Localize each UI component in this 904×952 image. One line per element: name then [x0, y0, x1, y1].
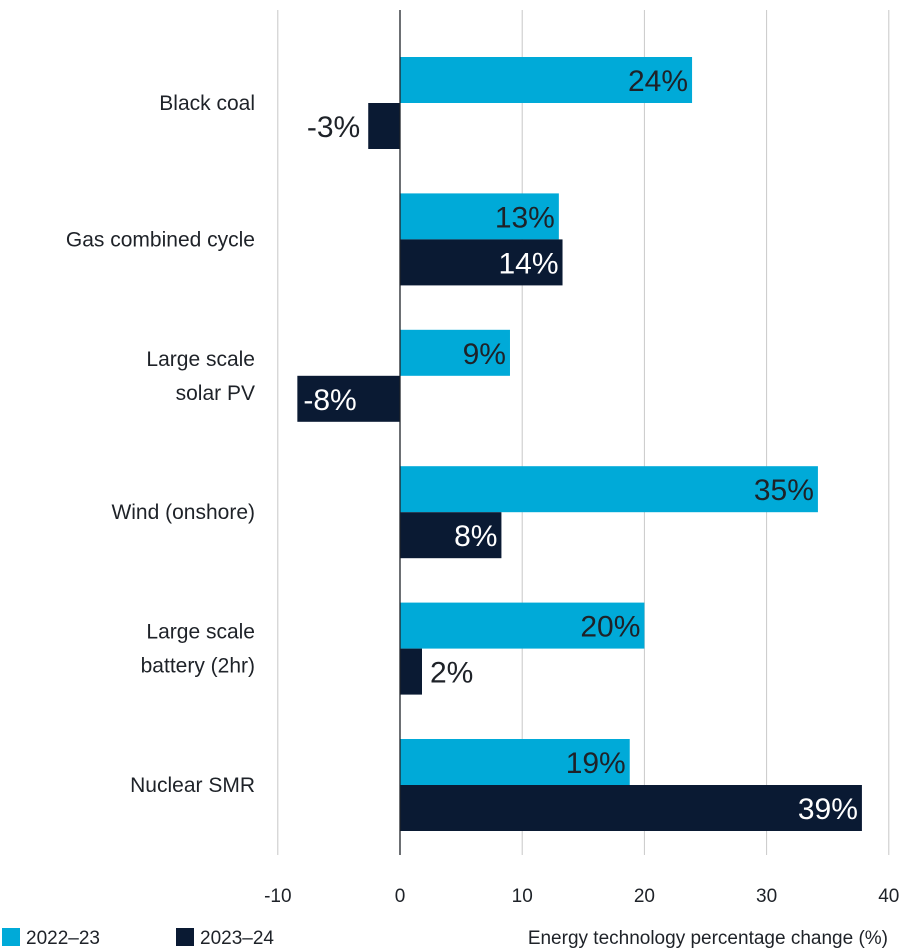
category-label: Black coal [159, 92, 255, 115]
bar [400, 329, 510, 376]
tick-labels: -10 0 10 20 30 40 [264, 886, 899, 907]
legend-swatch [176, 928, 194, 946]
data-label: 14% [498, 247, 558, 280]
data-label: 24% [628, 65, 688, 98]
category-label: Large scale [146, 348, 255, 371]
bar [400, 648, 422, 695]
data-label: 2% [430, 657, 473, 690]
data-label: 19% [566, 747, 626, 780]
bar [400, 512, 502, 559]
legend-label: 2022–23 [26, 928, 100, 949]
category-label: Large scale [146, 621, 255, 644]
x-axis-label: Energy technology percentage change (%) [528, 928, 888, 949]
bar [400, 57, 693, 103]
bar [400, 739, 630, 785]
data-label: 39% [798, 793, 858, 826]
tick-label: 40 [878, 886, 899, 907]
category-label: Wind (onshore) [111, 501, 255, 524]
data-label: -3% [307, 111, 360, 144]
legend-label: 2023–24 [200, 928, 274, 949]
bar [400, 239, 563, 286]
data-label: 35% [754, 474, 814, 507]
data-label: 9% [463, 338, 506, 371]
data-label: 13% [495, 201, 555, 234]
legend-swatch [2, 928, 20, 946]
bar [368, 103, 400, 149]
data-label: 20% [580, 611, 640, 644]
data-label: -8% [303, 384, 356, 417]
legend: 2022–23 2023–24 [2, 928, 274, 949]
bar [297, 375, 400, 422]
tick-label: 0 [395, 886, 406, 907]
tick-label: 10 [512, 886, 533, 907]
bar [400, 785, 862, 831]
category-label: solar PV [176, 382, 255, 405]
category-label: battery (2hr) [141, 655, 255, 678]
tick-label: -10 [264, 886, 291, 907]
bar [400, 466, 818, 513]
gridlines [277, 10, 890, 855]
category-label: Gas combined cycle [66, 228, 255, 251]
tick-label: 30 [756, 886, 777, 907]
category-label: Nuclear SMR [130, 774, 255, 797]
tick-label: 20 [634, 886, 655, 907]
data-label: 8% [454, 520, 497, 553]
category-labels: Black coal Gas combined cycle Large scale s… [66, 92, 255, 797]
bar [400, 193, 559, 240]
bars: 24% -3% 13% 14% 9% -8% 35% 8% 20% 2% 19% 39% [297, 57, 862, 831]
bar [400, 602, 645, 649]
